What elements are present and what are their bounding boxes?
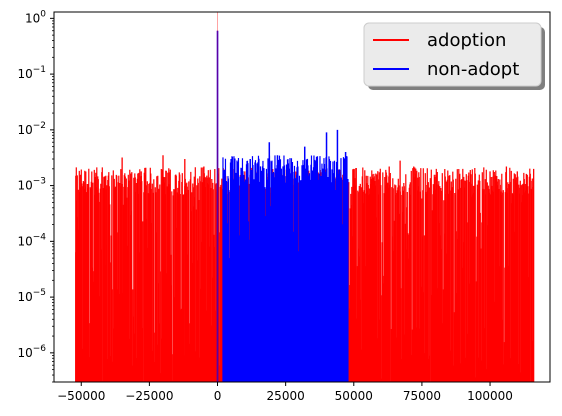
y-tick-label: 100	[25, 9, 46, 25]
series-layer	[75, 12, 535, 382]
x-tick-label: 50000	[335, 389, 373, 403]
legend-adoption-label: adoption	[427, 30, 506, 51]
x-tick-label: 75000	[403, 389, 441, 403]
y-tick-label: 10−1	[17, 65, 46, 81]
y-tick-label: 10−6	[17, 344, 46, 360]
legend-box	[363, 22, 542, 87]
non-adopt-series	[216, 30, 349, 382]
plot-frame	[53, 11, 551, 383]
y-tick-label: 10−3	[17, 177, 46, 193]
legend: adoption non-adopt	[363, 22, 545, 90]
x-tick-label: −50000	[57, 389, 105, 403]
x-tick-label: −25000	[125, 389, 173, 403]
x-tick-label: 25000	[267, 389, 305, 403]
y-tick-label: 10−2	[17, 121, 46, 137]
axes-layer: −50000 −25000 0 25000 50000 75000 100000 100 10−…	[17, 9, 513, 403]
x-tick-label: 100000	[467, 389, 513, 403]
y-tick-label: 10−5	[17, 288, 46, 304]
y-tick-label: 10−4	[17, 232, 46, 248]
x-tick-label: 0	[214, 389, 222, 403]
legend-non-adopt-label: non-adopt	[427, 59, 519, 80]
